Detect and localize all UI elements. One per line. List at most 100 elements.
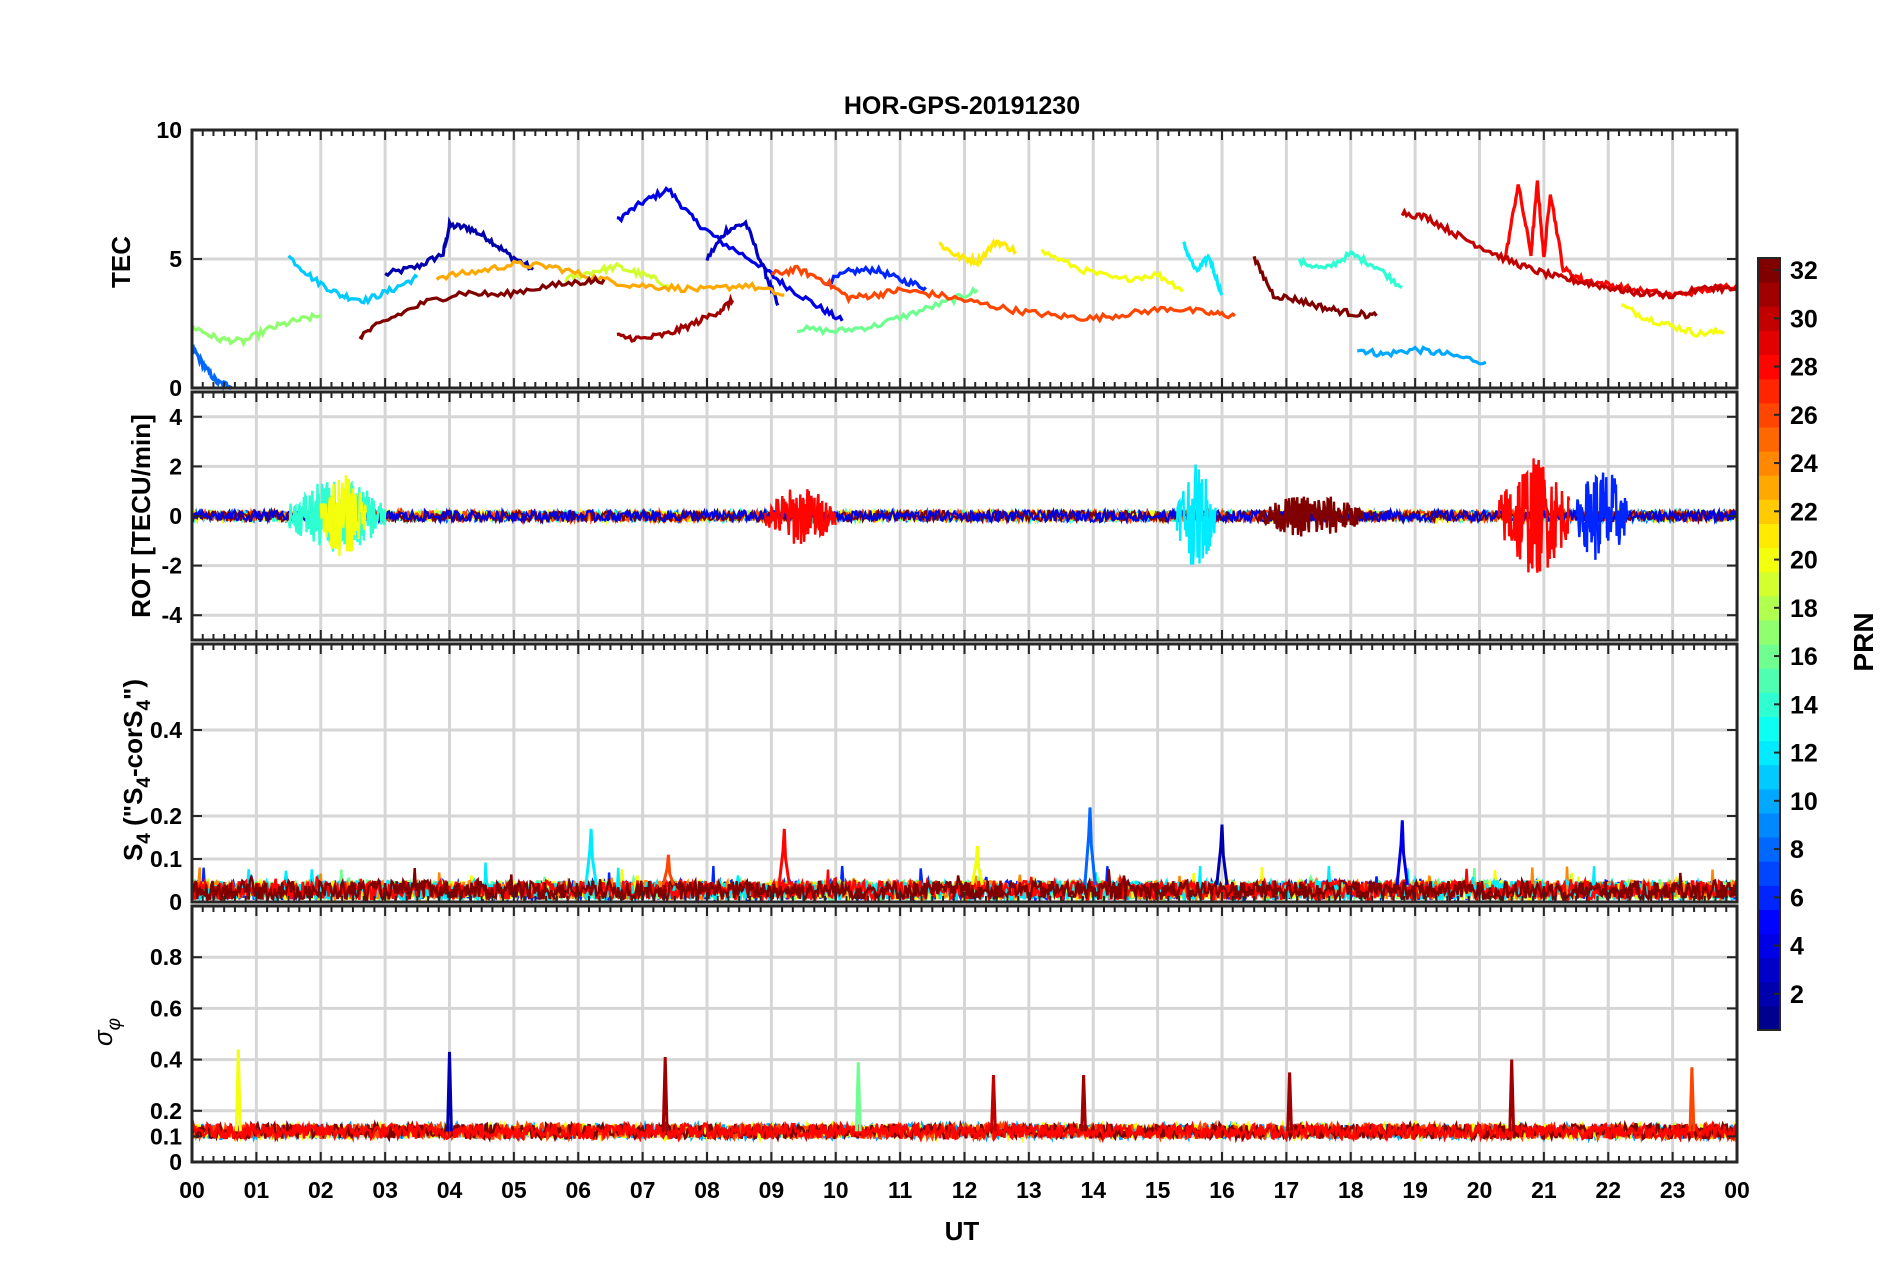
tec-series-prn-23 xyxy=(435,259,785,297)
colorbar-tick-label: 16 xyxy=(1790,643,1818,671)
sigma_phi-ytick-label: 0.8 xyxy=(150,944,182,970)
x-tick-label: 23 xyxy=(1660,1177,1686,1203)
x-tick-label: 03 xyxy=(372,1177,398,1203)
tec-series-prn-26 xyxy=(771,264,1236,324)
x-tick-label: 18 xyxy=(1338,1177,1364,1203)
x-tick-label: 11 xyxy=(888,1177,913,1203)
tec-ytick-label: 0 xyxy=(169,375,182,401)
tec-series-prn-12 xyxy=(1182,241,1224,296)
tec-series-prn-2 xyxy=(384,216,535,278)
colorbar-bin xyxy=(1758,957,1780,983)
tec-series-prn-6 xyxy=(822,264,927,292)
tec-series-prn-11 xyxy=(287,254,419,306)
colorbar-bin xyxy=(1758,788,1780,814)
colorbar-bin xyxy=(1758,402,1780,428)
sigma-spike-prn-30 xyxy=(990,1074,997,1132)
colorbar-bin xyxy=(1758,354,1780,380)
rot-burst-prn-20 xyxy=(319,475,367,556)
tec-ytick-label: 10 xyxy=(156,117,182,143)
colorbar-bin xyxy=(1758,595,1780,621)
rot-ticks: -4 -2 0 2 4 xyxy=(162,390,1739,642)
colorbar-tick-label: 4 xyxy=(1790,933,1804,961)
x-tick-label: 07 xyxy=(630,1177,656,1203)
sigma-spike-prn-2 xyxy=(446,1051,453,1132)
tec-ticks: 0 5 10 xyxy=(156,117,1739,401)
s4-spike-prn-28 xyxy=(777,828,791,886)
colorbar-bin xyxy=(1758,499,1780,524)
s4-ytick-label: 0.4 xyxy=(150,717,182,743)
sigma-spike-prn-31 xyxy=(1508,1059,1516,1132)
rot-burst-prn-12 xyxy=(1175,464,1217,565)
colorbar-bin xyxy=(1758,282,1780,307)
colorbar-bin xyxy=(1758,451,1780,476)
colorbar-bin xyxy=(1758,330,1780,356)
sigma-spike-prn-31 xyxy=(1080,1074,1087,1132)
tec-ytick-label: 5 xyxy=(169,246,182,272)
x-tick-label: 05 xyxy=(501,1177,527,1203)
rot-ytick-label: -4 xyxy=(162,602,183,628)
sigma_phi-ytick-label: 0.4 xyxy=(150,1047,182,1073)
rot-grid xyxy=(192,392,1737,640)
x-tick-label: 14 xyxy=(1080,1177,1106,1203)
sigma-spike-prn-31 xyxy=(1286,1072,1293,1132)
panel-sigma-phi: 00.10.2 0.4 0.6 0.8 σφ xyxy=(88,904,1739,1175)
rot-ytick-label: -2 xyxy=(162,553,182,579)
s4-spike-prn-26 xyxy=(661,854,675,886)
sigma-spike-prn-16 xyxy=(854,1062,862,1132)
colorbar-bin xyxy=(1758,764,1780,790)
tec-series-prn-20 xyxy=(1040,248,1184,292)
colorbar-tick-label: 22 xyxy=(1790,498,1818,526)
colorbar-bin xyxy=(1758,475,1780,500)
s4-grid xyxy=(192,644,1737,904)
x-tick-label: 00 xyxy=(1724,1177,1750,1203)
colorbar-bin xyxy=(1758,885,1780,910)
colorbar-label: PRN xyxy=(1848,612,1879,671)
sigma_phi-ytick-label: 0.6 xyxy=(150,995,182,1021)
s4-spike-prn-20 xyxy=(970,845,984,886)
colorbar-tick-label: 6 xyxy=(1790,884,1804,912)
panel-rot: -4 -2 0 2 4 ROT [TECU/min] xyxy=(126,390,1739,642)
x-tick-label: 17 xyxy=(1274,1177,1300,1203)
colorbar-bin xyxy=(1758,668,1780,693)
rot-noise-prn-32 xyxy=(191,506,1738,526)
tec-series-prn-17 xyxy=(190,311,322,348)
s4-spike-prn-8 xyxy=(1083,807,1097,885)
colorbar-tick-label: 2 xyxy=(1790,981,1804,1009)
x-tick-label: 21 xyxy=(1531,1177,1557,1203)
colorbar-tick-label: 18 xyxy=(1790,595,1818,623)
colorbar-tick-label: 28 xyxy=(1790,354,1818,382)
tec-series-prn-21 xyxy=(938,238,1017,268)
x-tick-label: 02 xyxy=(308,1177,334,1203)
tec-series-prn-10 xyxy=(1357,345,1487,366)
colorbar-tick-label: 30 xyxy=(1790,305,1818,333)
colorbar-bin xyxy=(1758,426,1780,452)
s4-ytick-label: 0 xyxy=(169,889,182,915)
sigma-series-prn-28 xyxy=(190,1119,1739,1143)
x-tick-label: 15 xyxy=(1145,1177,1171,1203)
s4-spike-prn-2 xyxy=(1215,824,1229,885)
colorbar-tick-label: 12 xyxy=(1790,740,1818,768)
tec-ylabel: TEC xyxy=(106,236,136,288)
colorbar-bin xyxy=(1758,909,1780,935)
s4-ylabel: S4 ("S4-corS4") xyxy=(118,679,155,861)
sigma-lines xyxy=(190,1049,1739,1144)
colorbar-bin xyxy=(1758,523,1780,549)
x-tick-label: 22 xyxy=(1595,1177,1621,1203)
x-tick-label: 08 xyxy=(694,1177,720,1203)
x-tick-label: 10 xyxy=(823,1177,849,1203)
colorbar-bin xyxy=(1758,619,1780,645)
s4-ytick-label: 0.2 xyxy=(150,803,182,829)
sigma-ylabel: σφ xyxy=(88,1018,125,1046)
rot-burst-prn-28 xyxy=(1497,458,1571,573)
s4-spike-prn-4 xyxy=(1395,820,1409,885)
tec-series-prn-8 xyxy=(191,344,233,392)
x-tick-label: 19 xyxy=(1402,1177,1428,1203)
tec-series-prn-30 xyxy=(1400,207,1738,301)
x-tick-label: 00 xyxy=(179,1177,205,1203)
panel-s4: 0 0.1 0.2 0.4 S4 ("S4-corS4") xyxy=(118,642,1739,915)
colorbar-tick-label: 20 xyxy=(1790,547,1818,575)
rot-ytick-label: 2 xyxy=(169,453,182,479)
rot-ytick-label: 4 xyxy=(169,404,182,430)
sigma_phi-ytick-label: 0.2 xyxy=(150,1098,182,1124)
colorbar-bin xyxy=(1758,258,1780,283)
